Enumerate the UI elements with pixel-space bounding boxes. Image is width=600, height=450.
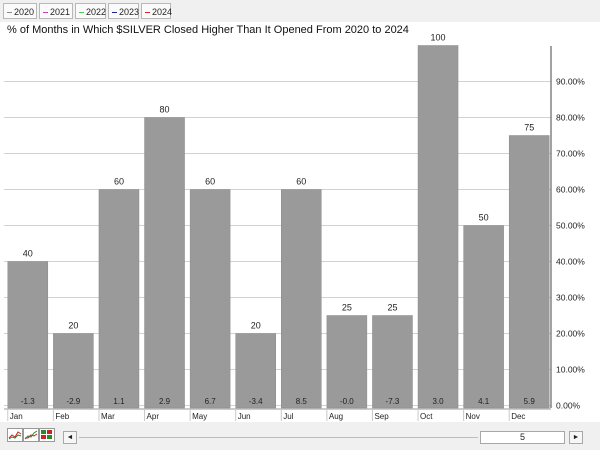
scroll-track[interactable] — [79, 437, 478, 438]
bar-value-label: 25 — [342, 303, 352, 313]
bar-value-label: 75 — [524, 123, 534, 133]
bar-value-label: 60 — [296, 177, 306, 187]
bar-chart-icon[interactable] — [23, 428, 39, 442]
bar-value-label: 60 — [205, 177, 215, 187]
legend-bar: 2020 2021 2022 2023 2024 — [0, 0, 600, 22]
bar-bottom-label: -3.4 — [249, 397, 263, 406]
bar — [53, 333, 94, 409]
legend-label: 2022 — [86, 7, 107, 17]
y-tick-label: 0.00% — [556, 401, 581, 411]
bar — [189, 189, 231, 409]
x-tick-label: Jan — [10, 412, 23, 421]
legend-label: 2024 — [152, 7, 173, 17]
bar — [98, 189, 140, 409]
bar — [417, 45, 459, 409]
legend-swatch-icon — [43, 12, 48, 14]
bar — [281, 189, 322, 409]
color-grid-icon[interactable] — [39, 428, 55, 442]
y-tick-label: 80.00% — [556, 113, 585, 123]
bar-bottom-label: 4.1 — [478, 397, 490, 406]
x-tick-label: Apr — [147, 412, 160, 421]
legend-item-2023[interactable]: 2023 — [108, 3, 139, 19]
y-tick-label: 90.00% — [556, 77, 585, 87]
bar-chart: 0.00% 10.00% 20.00% 30.00% 40.00% 50.00% 60.00… — [4, 33, 585, 421]
legend-item-2021[interactable]: 2021 — [39, 3, 73, 19]
chart-title: % of Months in Which $SILVER Closed High… — [7, 24, 409, 36]
scroll-right-button[interactable]: ► — [569, 431, 583, 444]
bar-bottom-label: 6.7 — [205, 397, 217, 406]
line-chart-icon[interactable] — [7, 428, 23, 442]
bar-value-label: 100 — [431, 33, 446, 43]
legend-swatch-icon — [7, 12, 12, 14]
bar — [144, 117, 185, 409]
x-tick-label: Aug — [329, 412, 343, 421]
x-tick-label: Jul — [283, 412, 293, 421]
legend-item-2024[interactable]: 2024 — [141, 3, 173, 19]
x-tick-label: Oct — [420, 412, 433, 421]
bar-bottom-label: 1.1 — [113, 397, 125, 406]
y-tick-label: 50.00% — [556, 221, 585, 231]
y-tick-label: 60.00% — [556, 185, 585, 195]
bar-value-label: 25 — [387, 303, 397, 313]
x-tick-label: Dec — [511, 412, 525, 421]
legend-label: 2021 — [50, 7, 71, 17]
bar — [235, 333, 276, 409]
legend-label: 2023 — [119, 7, 140, 17]
zoom-value-field[interactable]: 5 — [480, 431, 565, 444]
bar-bottom-label: -7.3 — [386, 397, 400, 406]
x-tick-label: Jun — [238, 412, 251, 421]
legend-label: 2020 — [14, 7, 35, 17]
legend-item-2020[interactable]: 2020 — [3, 3, 37, 19]
bar-bottom-label: 5.9 — [524, 397, 536, 406]
bar-bottom-label: -1.3 — [21, 397, 35, 406]
y-tick-label: 10.00% — [556, 365, 585, 375]
bar-bottom-label: 3.0 — [432, 397, 444, 406]
x-tick-label: May — [192, 412, 207, 421]
bar-value-label: 80 — [160, 105, 170, 115]
x-tick-label: Feb — [55, 412, 69, 421]
bar-value-label: 20 — [251, 321, 261, 331]
bar-bottom-label: 2.9 — [159, 397, 171, 406]
y-tick-label: 30.00% — [556, 293, 585, 303]
legend-swatch-icon — [145, 12, 150, 14]
bar — [372, 315, 413, 409]
x-tick-label: Sep — [374, 412, 389, 421]
bar — [463, 225, 504, 409]
bar-value-label: 60 — [114, 177, 124, 187]
bar-bottom-label: 8.5 — [296, 397, 308, 406]
bottom-toolbar: ◄ 5 ► — [0, 422, 600, 450]
y-tick-label: 70.00% — [556, 149, 585, 159]
bar-value-label: 50 — [479, 213, 489, 223]
bar — [7, 261, 49, 409]
bar-value-label: 20 — [68, 321, 78, 331]
x-tick-label: Nov — [466, 412, 480, 421]
bar — [508, 135, 550, 409]
bar-value-label: 40 — [23, 249, 33, 259]
legend-item-2022[interactable]: 2022 — [75, 3, 106, 19]
scroll-left-button[interactable]: ◄ — [63, 431, 77, 444]
legend-swatch-icon — [112, 12, 117, 14]
bar — [326, 315, 368, 409]
x-tick-label: Mar — [101, 412, 115, 421]
y-tick-label: 20.00% — [556, 329, 585, 339]
y-tick-label: 40.00% — [556, 257, 585, 267]
legend-swatch-icon — [79, 12, 84, 14]
bar-bottom-label: -2.9 — [66, 397, 80, 406]
bar-bottom-label: -0.0 — [340, 397, 354, 406]
